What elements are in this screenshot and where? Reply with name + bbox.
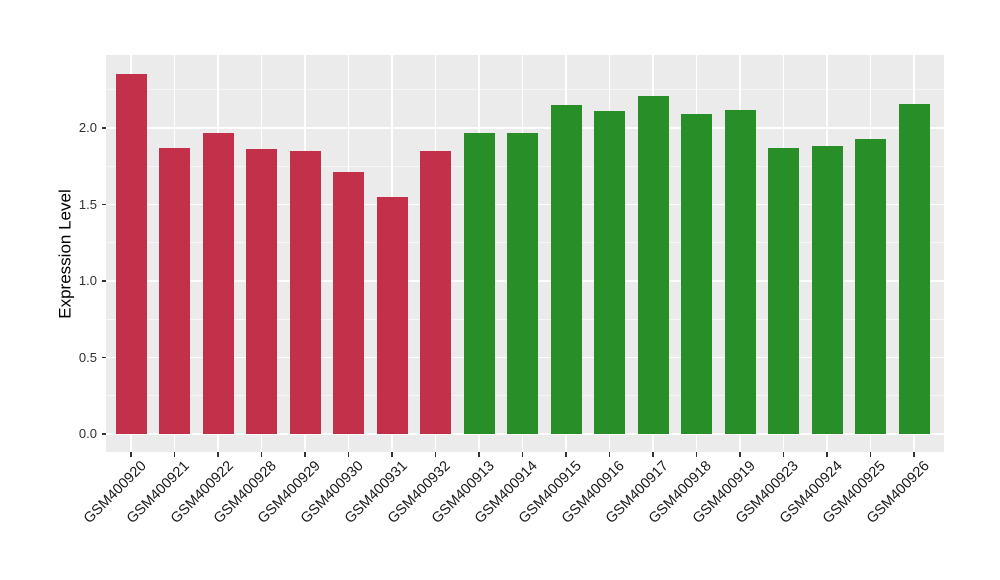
bar-GSM400918 [681,114,712,434]
bar-GSM400915 [550,105,582,434]
x-tick-mark [304,452,306,457]
x-tick-mark [260,452,263,457]
x-tick-mark [565,452,567,457]
y-tick-mark [101,433,106,435]
plot-panel [106,55,944,452]
x-tick-mark [913,452,915,457]
y-tick-label: 1.5 [78,196,97,212]
y-tick-label: 0.5 [78,349,97,365]
major-gridline [106,433,944,435]
x-tick-mark [695,452,698,457]
bar-GSM400930 [333,172,364,434]
bar-GSM400913 [463,132,495,434]
x-tick-mark [434,452,437,457]
bar-GSM400921 [159,147,190,434]
y-axis-title-wrap: Expression Level [52,55,80,452]
x-tick-mark [478,452,480,457]
bar-GSM400926 [898,103,930,434]
y-tick-label: 2.0 [78,120,97,135]
bar-GSM400932 [420,150,451,434]
x-tick-mark [391,452,393,457]
bar-GSM400931 [376,196,408,434]
major-gridline [106,127,944,129]
y-axis-title: Expression Level [56,188,75,319]
x-tick-mark [521,452,524,457]
y-tick-label: 1.0 [78,273,97,288]
x-tick-mark [217,452,219,457]
x-tick-mark [608,452,611,457]
bar-GSM400929 [289,150,321,434]
bar-GSM400914 [507,132,538,434]
bar-GSM400928 [246,149,277,434]
y-tick-label: 0.0 [78,426,97,441]
x-tick-mark [869,452,872,457]
bar-GSM400922 [202,132,234,434]
bar-GSM400919 [724,109,756,434]
y-tick-mark [101,127,106,129]
x-tick-mark [173,452,176,457]
x-tick-mark [739,452,741,457]
bar-GSM400923 [768,147,799,434]
y-tick-mark [101,203,106,206]
x-tick-mark [782,452,785,457]
y-tick-mark [101,356,106,359]
bar-GSM400917 [637,95,669,434]
bar-GSM400925 [855,138,886,434]
x-tick-mark [826,452,828,457]
x-tick-mark [130,452,132,457]
y-tick-mark [101,280,106,282]
x-tick-mark [652,452,654,457]
minor-gridline [106,89,944,91]
x-tick-mark [347,452,350,457]
bar-GSM400916 [594,111,625,434]
bar-GSM400924 [811,146,843,434]
bar-GSM400920 [115,74,147,434]
